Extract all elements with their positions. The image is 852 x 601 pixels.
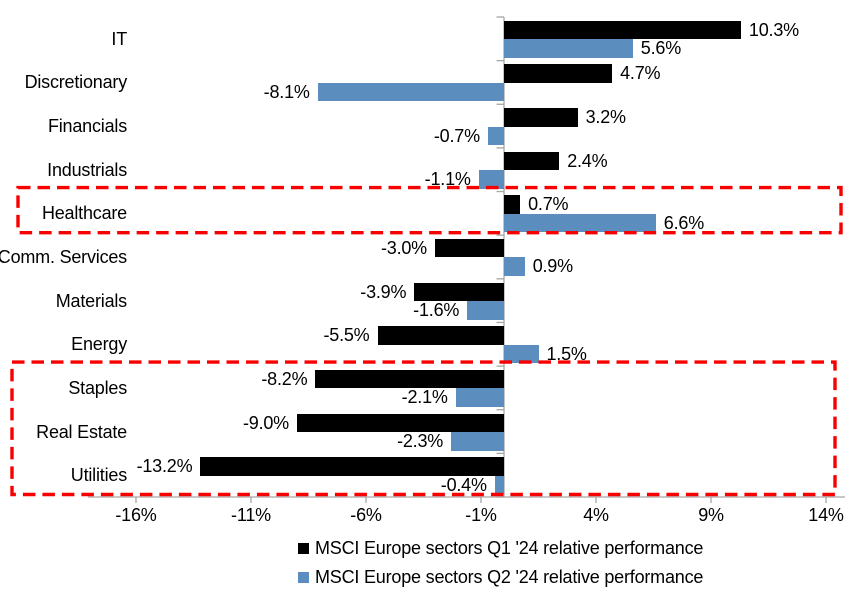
bar-q2-real-estate (451, 432, 504, 451)
legend-label: MSCI Europe sectors Q1 '24 relative perf… (315, 538, 704, 558)
category-label-it: IT (111, 28, 127, 49)
bar-q1-healthcare (504, 195, 521, 214)
category-label-industrials: Industrials (47, 159, 127, 180)
bar-q1-industrials (504, 151, 560, 171)
bar-q2-materials (467, 301, 504, 320)
value-label: -5.5% (323, 325, 370, 346)
value-label: -3.0% (380, 237, 427, 258)
value-label: 10.3% (748, 19, 799, 40)
x-tick-label: 9% (698, 505, 724, 525)
bar-q2-healthcare (504, 213, 656, 233)
value-label: -1.6% (413, 300, 460, 321)
value-label: 4.7% (620, 63, 661, 84)
bar-q1-energy (377, 326, 504, 345)
bar-q1-financials (504, 108, 578, 127)
bar-q2-comm-services (504, 257, 525, 276)
value-label: 3.2% (585, 107, 626, 128)
value-label: 2.4% (567, 150, 608, 171)
bar-q1-it (504, 20, 741, 40)
value-label: 0.9% (532, 256, 573, 277)
highlight-box-healthcare (16, 185, 843, 235)
legend-label: MSCI Europe sectors Q2 '24 relative perf… (315, 567, 704, 587)
value-label: -3.9% (360, 281, 407, 302)
bar-q1-real-estate (297, 413, 504, 433)
category-label-real-estate: Real Estate (36, 421, 127, 442)
x-tick-label: -11% (231, 505, 271, 525)
bar-q1-utilities (200, 457, 504, 476)
bar-q2-financials (487, 126, 504, 146)
value-label: -0.4% (440, 474, 487, 495)
x-tick-label: 4% (583, 505, 609, 525)
bar-q2-utilities (494, 475, 504, 495)
x-tick-label: -6% (350, 505, 382, 525)
bar-q1-discretionary (504, 64, 613, 83)
value-label: -1.1% (424, 169, 471, 190)
category-label-energy: Energy (71, 334, 127, 355)
value-label: -2.1% (401, 387, 448, 408)
legend-item-q2: MSCI Europe sectors Q2 '24 relative perf… (298, 567, 703, 587)
x-tick-label: 14% (808, 505, 844, 525)
bar-q2-staples (455, 388, 504, 407)
value-label: -8.2% (261, 368, 308, 389)
value-label: 1.5% (546, 343, 587, 364)
bar-q1-comm-services (435, 238, 504, 258)
x-tick-label: -1% (465, 505, 497, 525)
value-label: -0.7% (433, 125, 480, 146)
category-label-materials: Materials (55, 290, 127, 311)
bar-q2-discretionary (317, 82, 504, 102)
value-label: -13.2% (136, 456, 193, 477)
category-label-healthcare: Healthcare (41, 203, 127, 224)
bar-q2-it (504, 39, 633, 58)
bar-q2-energy (504, 344, 539, 364)
bar-q1-staples (315, 369, 504, 389)
category-label-staples: Staples (68, 377, 127, 398)
bar-q2-industrials (478, 170, 504, 189)
category-label-financials: Financials (47, 116, 127, 137)
value-label: -8.1% (263, 81, 310, 102)
value-label: 6.6% (663, 212, 705, 233)
x-tick-label: -16% (115, 505, 157, 525)
legend-item-q1: MSCI Europe sectors Q1 '24 relative perf… (298, 538, 703, 558)
category-label-discretionary: Discretionary (24, 72, 128, 93)
category-label-utilities: Utilities (70, 465, 127, 486)
value-label: -2.3% (397, 431, 444, 452)
value-label: -9.0% (242, 412, 289, 433)
bar-q1-materials (414, 282, 504, 302)
legend-swatch-q2-icon (298, 571, 309, 583)
value-label: 5.6% (640, 38, 682, 59)
category-label-comm-services: Comm. Services (0, 247, 127, 267)
value-label: 0.7% (528, 194, 569, 215)
legend-swatch-q1-icon (298, 542, 309, 554)
